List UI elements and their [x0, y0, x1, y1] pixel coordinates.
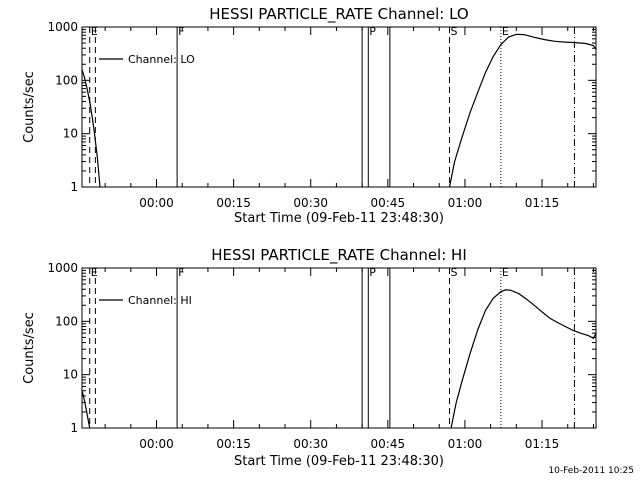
- legend-label: Channel: LO: [128, 53, 195, 66]
- event-marker-label: E: [91, 25, 98, 38]
- x-tick-label: 00:45: [371, 196, 406, 210]
- y-tick-label: 1000: [47, 20, 78, 34]
- legend-label: Channel: HI: [128, 294, 192, 307]
- x-tick-label: 01:15: [525, 437, 560, 451]
- y-axis-label: Counts/sec: [22, 312, 37, 384]
- x-tick-label: 00:45: [371, 437, 406, 451]
- event-marker-label: P: [369, 25, 376, 38]
- hi-channel-panel: HESSI PARTICLE_RATE Channel: HI 1 10 100 100…: [22, 246, 597, 469]
- x-axis-label: Start Time (09-Feb-11 23:48:30): [234, 211, 444, 226]
- x-tick-label: 00:30: [293, 437, 328, 451]
- x-tick-label: 00:15: [216, 437, 251, 451]
- series-line: [81, 390, 91, 429]
- chart-title: HESSI PARTICLE_RATE Channel: HI: [211, 246, 467, 265]
- x-tick-label: 01:15: [525, 196, 560, 210]
- y-axis-label: Counts/sec: [22, 71, 37, 143]
- plot-frame: [81, 267, 597, 429]
- x-tick-label: 00:00: [139, 437, 174, 451]
- event-marker-label: F: [178, 25, 184, 38]
- event-marker-label: S: [451, 25, 458, 38]
- chart-title: HESSI PARTICLE_RATE Channel: LO: [209, 5, 468, 24]
- x-tick-label: 00:15: [216, 196, 251, 210]
- y-tick-label: 1000: [47, 261, 78, 275]
- event-marker-label: E: [502, 25, 509, 38]
- y-tick-label: 10: [63, 368, 78, 382]
- x-tick-label: 01:00: [448, 437, 483, 451]
- plot-frame: [81, 26, 597, 188]
- lo-channel-panel: HESSI PARTICLE_RATE Channel: LO 1 10 100 100…: [22, 5, 597, 226]
- event-marker-label: S: [451, 266, 458, 279]
- event-marker-label: F: [178, 266, 184, 279]
- y-tick-label: 100: [55, 73, 78, 87]
- x-tick-label: 01:00: [448, 196, 483, 210]
- event-marker-label: E: [502, 266, 509, 279]
- event-marker-label: E: [91, 266, 98, 279]
- y-tick-label: 10: [63, 127, 78, 141]
- y-tick-label: 100: [55, 314, 78, 328]
- event-marker-label: P: [369, 266, 376, 279]
- x-axis-label: Start Time (09-Feb-11 23:48:30): [234, 454, 444, 469]
- generated-timestamp: 10-Feb-2011 10:25: [548, 466, 634, 476]
- series-line: [81, 69, 101, 188]
- y-tick-label: 1: [70, 421, 78, 435]
- series-line: [448, 33, 597, 188]
- y-tick-label: 1: [70, 180, 78, 194]
- series-line: [450, 289, 597, 429]
- x-tick-label: 00:00: [139, 196, 174, 210]
- x-tick-label: 00:30: [293, 196, 328, 210]
